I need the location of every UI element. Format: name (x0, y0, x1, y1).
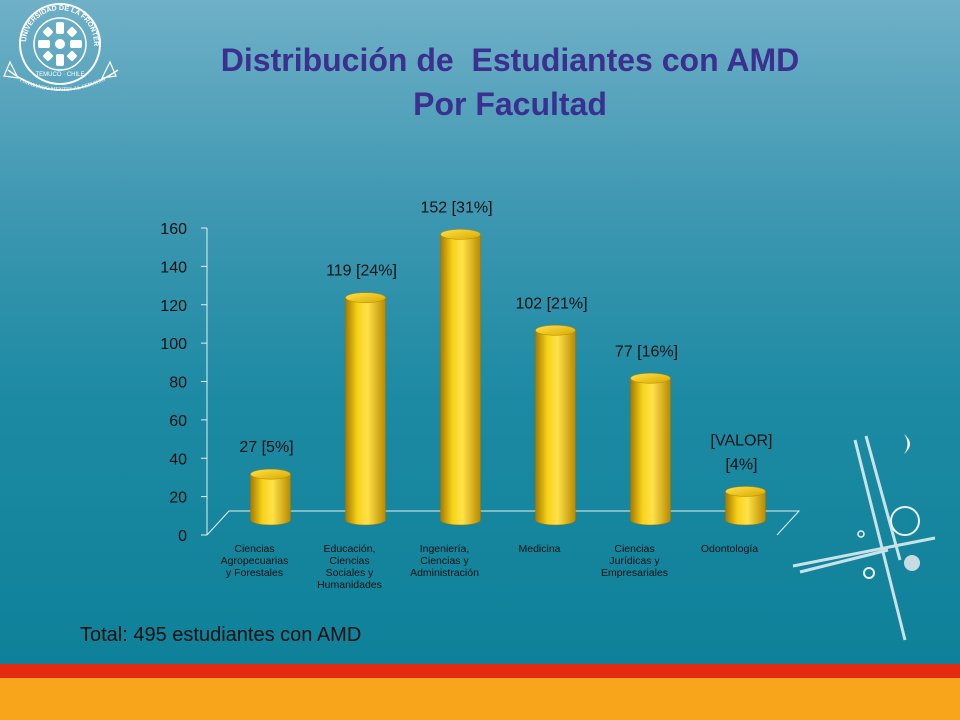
y-tick-label: 0 (178, 528, 187, 545)
title-line-2: Por Facultad (413, 86, 607, 122)
y-tick-label: 120 (160, 298, 187, 315)
x-tick-label: Administración (410, 567, 479, 579)
data-label: 119 [24%] (326, 263, 397, 280)
x-tick-label: Empresariales (601, 567, 668, 579)
bar (630, 378, 671, 526)
bar (345, 297, 386, 526)
chart-floor (206, 510, 801, 536)
data-label: [4%] (725, 456, 757, 473)
deco-circle-tiny (857, 530, 865, 538)
y-tick-label: 160 (160, 221, 187, 238)
bar-top-cap (345, 292, 386, 303)
bar-top-cap (630, 373, 671, 384)
y-tick-label: 20 (169, 490, 187, 507)
total-note: Total: 495 estudiantes con AMD (80, 624, 362, 646)
x-tick-label: Odontología (701, 543, 758, 555)
deco-circle-filled (904, 555, 920, 571)
footer-band-orange (0, 678, 960, 720)
y-tick-label: 80 (169, 375, 187, 392)
crescent-icon (904, 434, 910, 454)
bar-top-cap (535, 325, 576, 336)
y-tick-label: 140 (160, 259, 187, 276)
logo-text-center: TEMUCO · CHILE (35, 72, 84, 78)
x-tick-label: Ciencias (614, 543, 654, 555)
x-tick-label: Medicina (518, 543, 560, 555)
logo-emblem-icon (38, 22, 82, 66)
y-tick-label: 60 (169, 413, 187, 430)
bar (725, 491, 766, 526)
data-label: 27 [5%] (239, 439, 293, 456)
x-tick-label: Ingeniería, (420, 543, 470, 555)
bar (535, 330, 576, 526)
x-tick-label: Ciencias y (420, 555, 469, 567)
x-tick-label: y Forestales (226, 567, 283, 579)
x-tick-label: Ciencias (234, 543, 274, 555)
deco-circle-large (890, 506, 920, 536)
data-label: 152 [31%] (420, 199, 492, 216)
x-tick-label: Jurídicas y (609, 555, 660, 567)
x-tick-label: Ciencias (329, 555, 369, 567)
x-tick-label: Sociales y (326, 567, 375, 579)
university-logo: UNIVERSIDAD DE LA FRONTERA TEMUCO · CHIL… (0, 0, 119, 93)
bar-top-cap (250, 468, 291, 480)
y-tick-label: 40 (169, 451, 187, 468)
slide-title: Distribución de Estudiantes con AMD Por … (120, 38, 900, 126)
deco-circle-small (863, 567, 875, 579)
bar-top-cap (440, 229, 481, 240)
x-tick-label: Humanidades (317, 579, 382, 591)
y-tick-label: 100 (160, 336, 187, 353)
data-label: [VALOR] (711, 432, 773, 449)
data-label: 77 [16%] (615, 343, 678, 360)
data-label: 102 [21%] (515, 295, 587, 312)
x-tick-label: Educación, (324, 543, 376, 555)
bar-top-cap (725, 486, 766, 497)
bar (440, 234, 481, 526)
footer-band-red (0, 664, 960, 678)
bar (250, 473, 291, 526)
title-line-1: Distribución de Estudiantes con AMD (220, 42, 800, 78)
x-tick-label: Agropecuarias (221, 555, 289, 567)
